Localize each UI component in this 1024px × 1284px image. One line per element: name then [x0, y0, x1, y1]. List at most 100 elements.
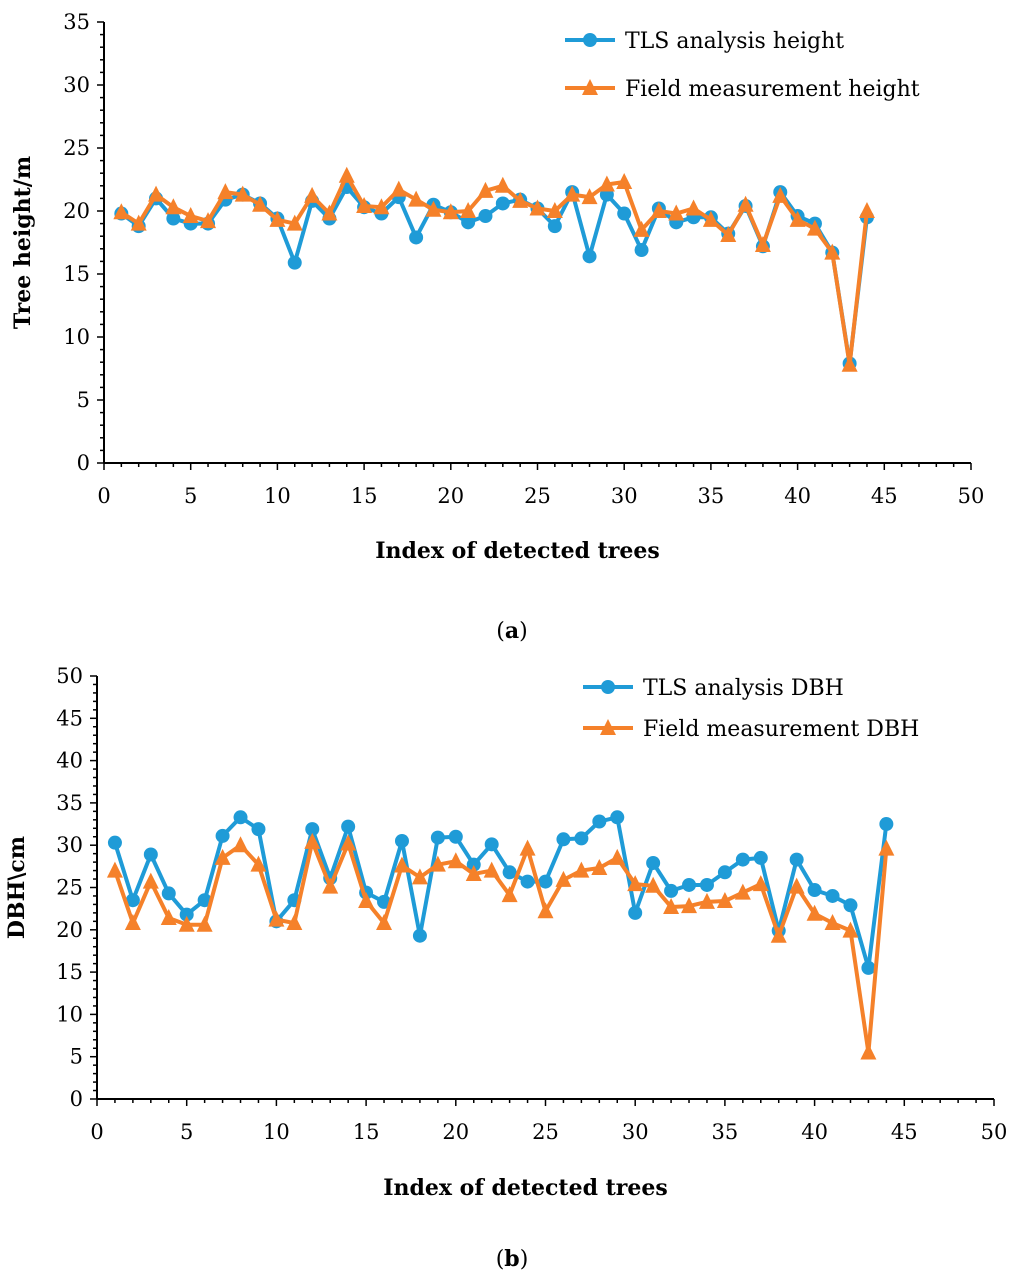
data-point [412, 928, 427, 943]
data-point [113, 203, 130, 220]
data-point [737, 195, 754, 212]
x-tick-label: 15 [353, 1120, 380, 1144]
data-point [634, 243, 649, 258]
data-point [393, 856, 410, 873]
data-point [448, 829, 463, 844]
data-point [754, 236, 771, 253]
legend-triangle-marker [600, 719, 616, 735]
data-point [633, 220, 650, 237]
data-point [148, 185, 165, 202]
data-point [483, 861, 500, 878]
y-axis-label: DBH\cm [4, 836, 30, 939]
data-point [179, 907, 194, 922]
series-line-segment [543, 837, 566, 884]
data-point [287, 255, 302, 270]
data-point [616, 173, 633, 190]
y-tick-label: 20 [63, 199, 90, 223]
x-tick-label: 40 [801, 1120, 828, 1144]
data-point [716, 892, 733, 909]
data-point [484, 837, 499, 852]
data-point [556, 832, 571, 847]
y-tick-label: 10 [56, 1002, 83, 1026]
y-tick-label: 5 [77, 388, 90, 412]
x-tick-label: 30 [611, 484, 638, 508]
x-tick-label: 10 [264, 484, 291, 508]
data-point [373, 198, 390, 215]
series-field [106, 832, 895, 1060]
legend-circle-marker [601, 680, 615, 694]
caption-paren: ) [519, 619, 528, 644]
y-tick-label: 25 [56, 876, 83, 900]
series-line-segment [256, 862, 279, 922]
data-point [806, 904, 823, 921]
y-tick-label: 50 [56, 664, 83, 688]
data-point [217, 183, 234, 200]
data-point [130, 214, 147, 231]
y-tick-label: 10 [63, 325, 90, 349]
data-point [717, 865, 732, 880]
figure-caption: (a) [496, 618, 527, 644]
data-point [250, 855, 267, 872]
figure-caption: (b) [496, 1246, 529, 1272]
y-tick-label: 30 [56, 833, 83, 857]
series-line-segment [396, 195, 419, 240]
series-line-segment [615, 815, 638, 915]
series-line-segment [328, 841, 351, 889]
data-point [425, 200, 442, 217]
data-point [429, 855, 446, 872]
y-axis-label: Tree height/m [10, 156, 36, 329]
x-tick-label: 25 [532, 1120, 559, 1144]
data-point [860, 1043, 877, 1060]
chart-b-dbh: 0 5 10 15 20 25 30 35 40 45 50 0 5 10 15 20 25 30 35 40 45 50… [4, 664, 1007, 1272]
data-point [215, 828, 230, 843]
data-point [547, 219, 562, 234]
data-point [681, 897, 698, 914]
data-point [861, 960, 876, 975]
data-point [338, 166, 355, 183]
data-point [824, 243, 841, 260]
data-point [304, 832, 321, 849]
data-point [664, 883, 679, 898]
data-point [581, 188, 598, 205]
series-line-segment [292, 839, 315, 926]
data-point [789, 852, 804, 867]
data-point [305, 822, 320, 837]
data-point [447, 852, 464, 869]
series-line-segment [382, 838, 404, 904]
data-point [125, 893, 140, 908]
data-point [789, 210, 806, 227]
x-tick-label: 45 [891, 1120, 918, 1144]
data-point [617, 206, 632, 221]
series-line-segment [758, 855, 781, 933]
legend-label: Field measurement height [625, 77, 920, 102]
data-point [806, 219, 823, 236]
x-axis-label: Index of detected trees [375, 538, 660, 564]
data-point [824, 914, 841, 931]
series-line-segment [848, 903, 871, 970]
series-line-segment [202, 833, 225, 903]
caption-paren: ( [496, 619, 505, 644]
series-line-segment [830, 250, 852, 367]
data-point [124, 914, 141, 931]
x-tick-label: 5 [180, 1120, 193, 1144]
series-line-segment [570, 190, 592, 259]
data-point [495, 196, 510, 211]
data-point [376, 914, 393, 931]
data-point [879, 817, 894, 832]
data-point [340, 834, 357, 851]
data-point [197, 893, 212, 908]
data-point [356, 196, 373, 213]
data-point [650, 202, 667, 218]
series-line-segment [622, 180, 644, 232]
data-point [442, 203, 459, 220]
data-point [409, 230, 424, 245]
x-tick-label: 30 [622, 1120, 649, 1144]
data-point [752, 875, 769, 892]
series-line-segment [776, 857, 799, 933]
data-point [753, 850, 768, 865]
data-point [182, 207, 199, 224]
data-point [646, 855, 661, 870]
data-point [772, 186, 789, 203]
data-point [321, 204, 338, 221]
data-point [341, 819, 356, 834]
